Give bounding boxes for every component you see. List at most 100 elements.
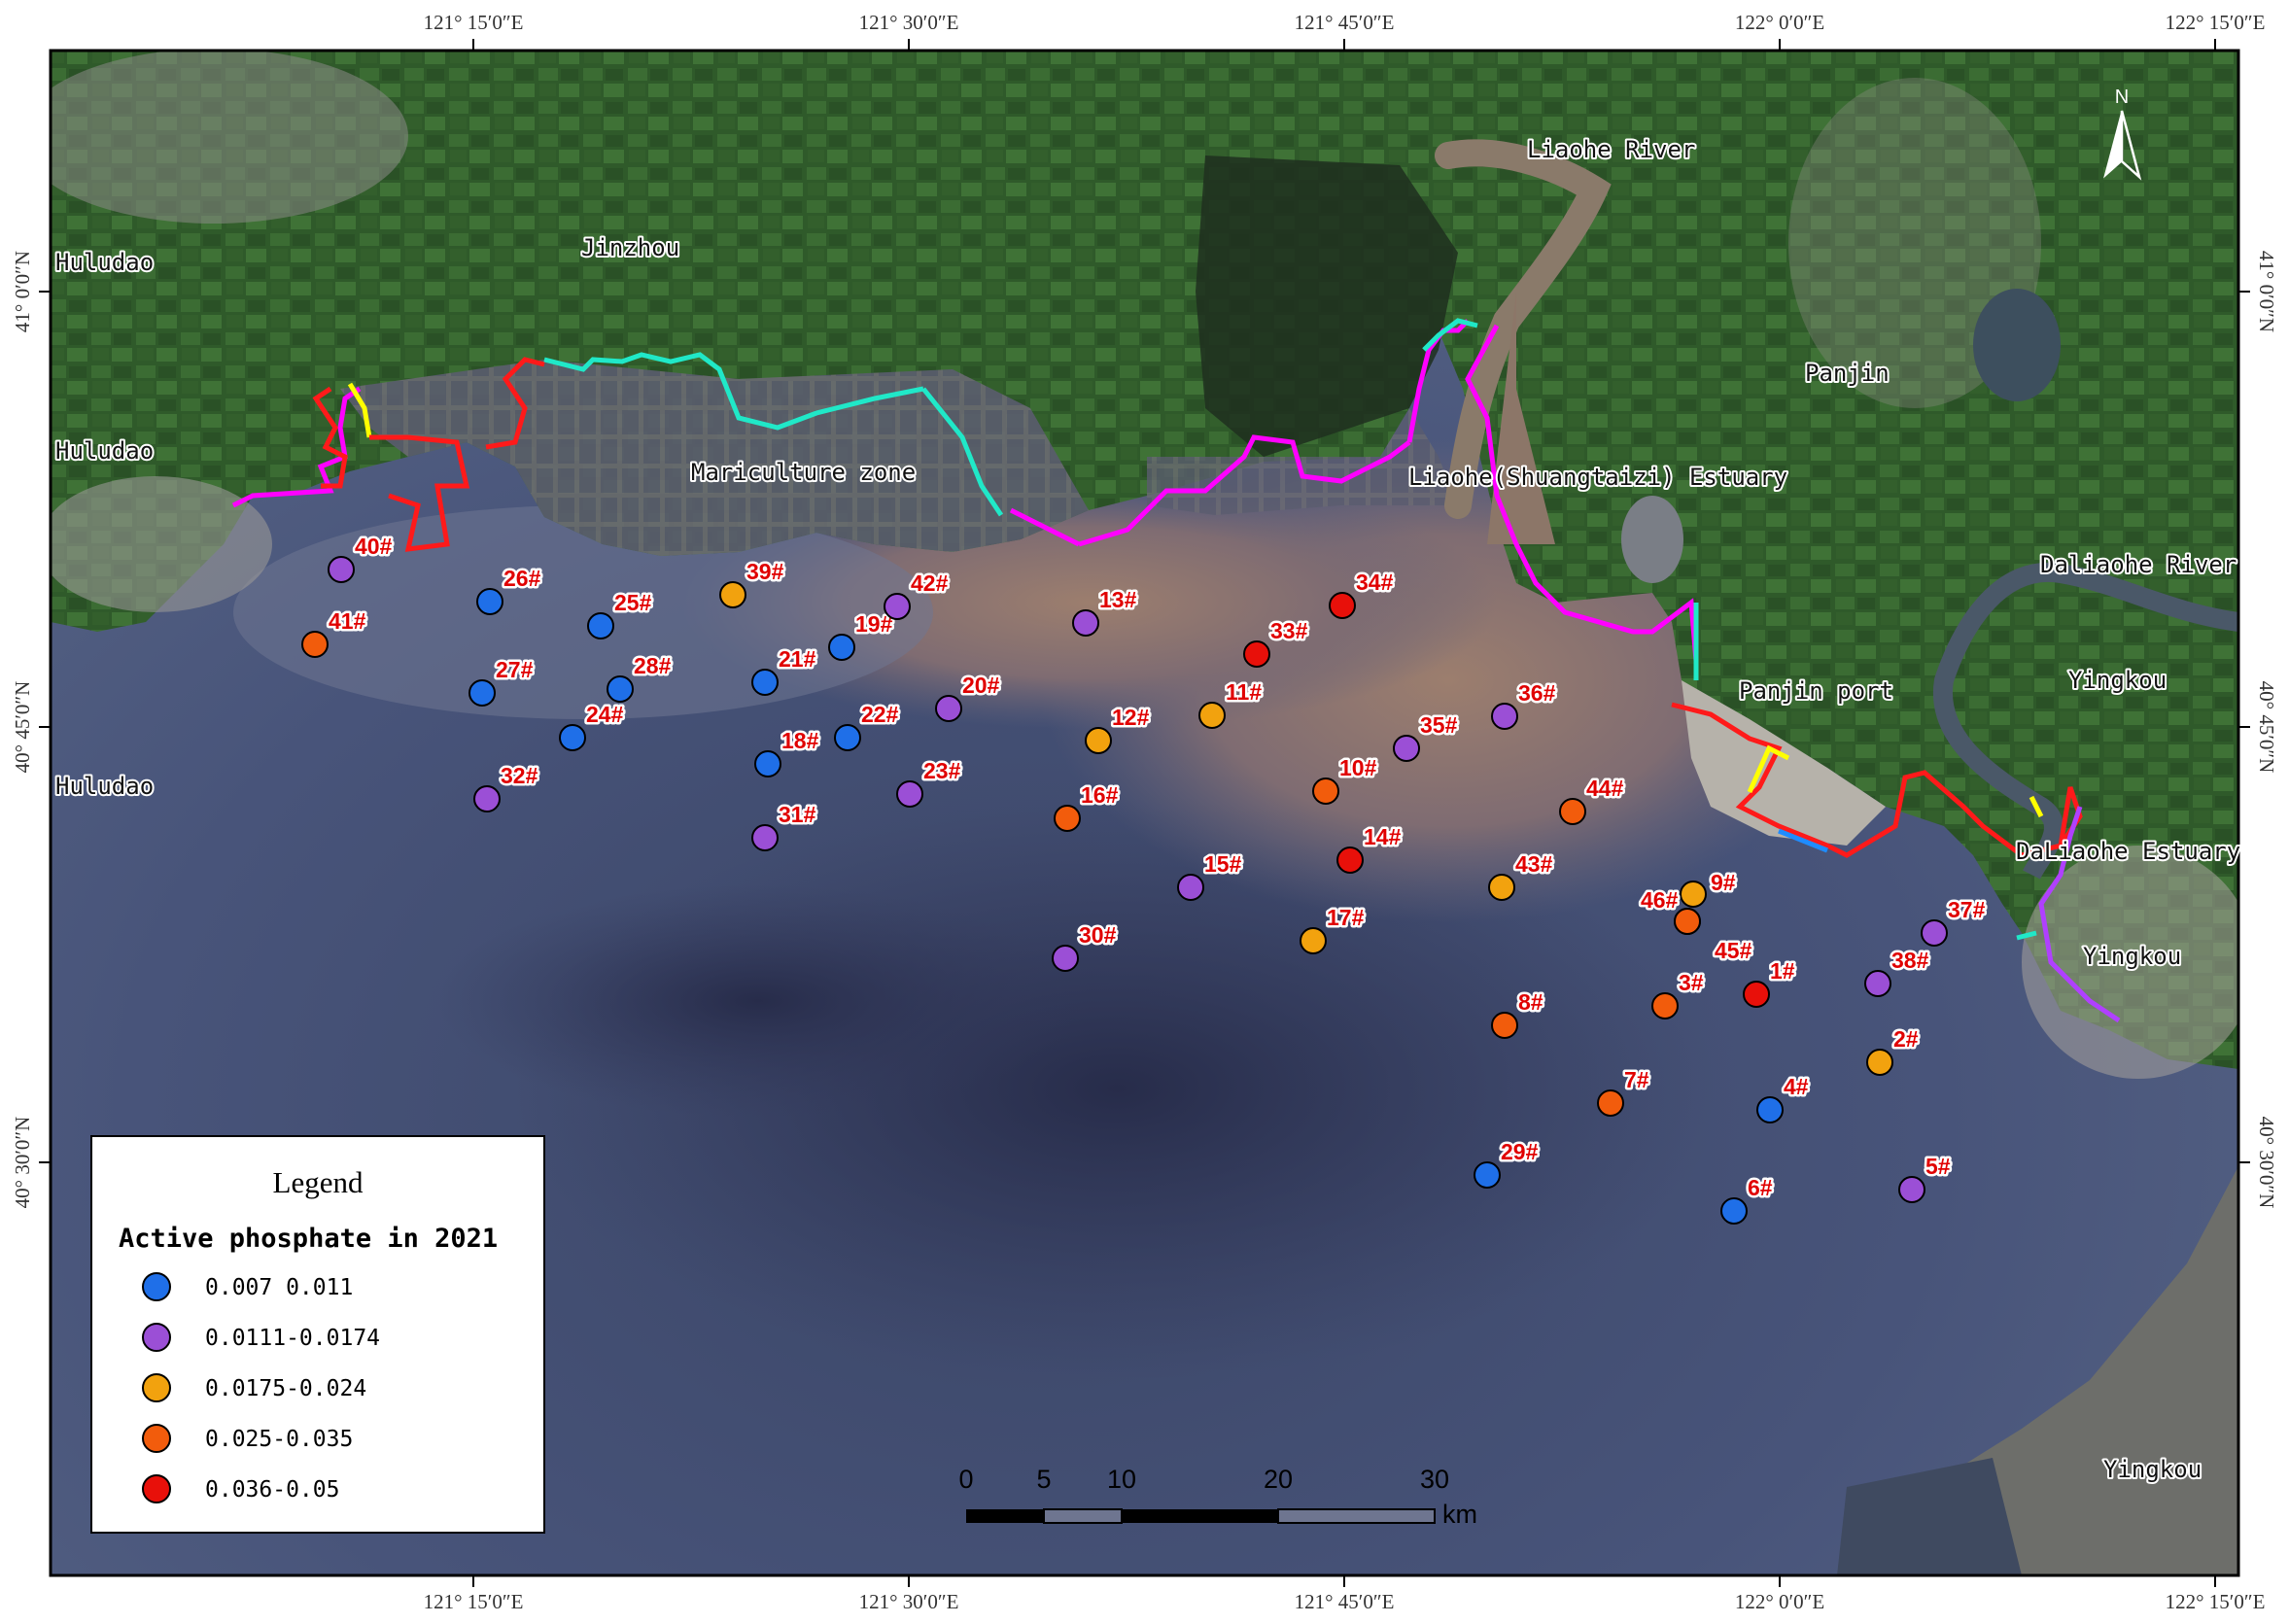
coastline-seg-cyan-3 bbox=[1422, 318, 1478, 352]
station-marker-26 bbox=[476, 588, 503, 615]
yingkou-harbour bbox=[1837, 1458, 2022, 1575]
station-marker-29 bbox=[1474, 1161, 1501, 1189]
legend-title: Legend bbox=[273, 1165, 364, 1199]
lat-label-left: 40° 30′0″N bbox=[11, 1117, 34, 1209]
station-label: 43# bbox=[1515, 851, 1553, 877]
station-marker-27 bbox=[468, 679, 496, 707]
place-label-mariculture-zone: Mariculture zone bbox=[691, 459, 916, 486]
coastline-seg-red-3 bbox=[485, 357, 545, 450]
scale-tick-label: 0 bbox=[958, 1465, 973, 1494]
station-label: 44# bbox=[1586, 776, 1624, 801]
station-label: 14# bbox=[1364, 824, 1402, 849]
station-marker-18 bbox=[754, 750, 781, 777]
legend-item-label: 0.025-0.035 bbox=[205, 1427, 353, 1452]
place-label-liaohe-river: Liaohe River bbox=[1527, 136, 1695, 163]
station-marker-8 bbox=[1491, 1012, 1518, 1039]
station-label: 45# bbox=[1715, 938, 1752, 963]
station-marker-44 bbox=[1559, 798, 1586, 825]
lon-label-bottom: 121° 30′0″E bbox=[859, 1590, 959, 1613]
place-label-liaohe-estuary: Liaohe(Shuangtaizi) Estuary bbox=[1408, 464, 1787, 491]
scale-bar: 0 5 10 20 30 km bbox=[958, 1465, 1477, 1529]
station-label: 30# bbox=[1079, 922, 1117, 948]
station-marker-4 bbox=[1756, 1096, 1784, 1123]
station-label: 8# bbox=[1518, 989, 1543, 1015]
jinzhou-urban bbox=[51, 51, 408, 224]
legend-item-label: 0.036-0.05 bbox=[205, 1477, 339, 1503]
station-marker-36 bbox=[1491, 703, 1518, 730]
legend: Legend Active phosphate in 2021 0.007 0.… bbox=[90, 1135, 545, 1534]
lon-label-top: 121° 45′0″E bbox=[1295, 11, 1395, 34]
station-label: 37# bbox=[1948, 897, 1986, 922]
place-labels: Huludao Huludao Huludao Jinzhou Maricult… bbox=[53, 134, 2242, 1485]
station-marker-30 bbox=[1052, 945, 1079, 972]
scale-bar-segment bbox=[1043, 1508, 1123, 1524]
station-marker-46 bbox=[1674, 908, 1701, 935]
station-label: 42# bbox=[911, 570, 949, 596]
legend-swatch bbox=[142, 1272, 171, 1301]
station-marker-12 bbox=[1085, 727, 1112, 754]
legend-swatch bbox=[142, 1323, 171, 1352]
station-marker-35 bbox=[1393, 735, 1420, 762]
scale-bar-segment bbox=[1277, 1508, 1436, 1524]
station-label: 17# bbox=[1327, 905, 1365, 930]
place-label-huludao: Huludao bbox=[55, 437, 154, 465]
coastline-seg-purple-1 bbox=[2038, 806, 2121, 1023]
station-marker-38 bbox=[1864, 970, 1891, 997]
place-label-yingkou: Yingkou bbox=[2103, 1456, 2202, 1483]
daliaohe-river-channel bbox=[1932, 562, 2238, 880]
station-label: 32# bbox=[501, 763, 538, 788]
station-label: 2# bbox=[1893, 1026, 1919, 1052]
lon-label-top: 121° 15′0″E bbox=[424, 11, 524, 34]
lat-label-right: 40° 30′0″N bbox=[2255, 1117, 2278, 1209]
lon-label-bottom: 122° 0′0″E bbox=[1735, 1590, 1824, 1613]
place-label-panjin: Panjin bbox=[1805, 360, 1890, 387]
coastline-seg-yellow-1 bbox=[347, 382, 372, 438]
legend-swatch bbox=[142, 1474, 171, 1503]
estuary-ponds bbox=[1147, 408, 1458, 515]
station-label: 15# bbox=[1204, 851, 1242, 877]
coastline-seg-magenta-1 bbox=[231, 386, 362, 508]
coastline-seg-yellow-3 bbox=[2029, 795, 2044, 818]
graticule-labels: 121° 15′0″E 121° 30′0″E 121° 45′0″E 122°… bbox=[11, 11, 2278, 1613]
station-label: 22# bbox=[861, 702, 899, 727]
station-label: 18# bbox=[781, 728, 819, 753]
station-marker-22 bbox=[834, 724, 861, 751]
station-label: 20# bbox=[962, 673, 1000, 698]
station-marker-32 bbox=[473, 785, 501, 812]
station-marker-6 bbox=[1720, 1197, 1748, 1225]
nearshore-water bbox=[233, 505, 933, 719]
station-label: 29# bbox=[1501, 1139, 1539, 1164]
station-marker-13 bbox=[1072, 609, 1099, 637]
station-label: 34# bbox=[1356, 570, 1394, 595]
station-marker-33 bbox=[1243, 640, 1270, 668]
station-label: 41# bbox=[329, 608, 366, 634]
dark-water-patch-west bbox=[437, 884, 1079, 1118]
station-marker-37 bbox=[1921, 919, 1948, 947]
liaohe-estuary-mouth bbox=[1487, 292, 1555, 544]
station-label: 46# bbox=[1641, 887, 1679, 913]
station-marker-42 bbox=[884, 593, 911, 620]
place-label-panjin-port: Panjin port bbox=[1739, 677, 1893, 705]
station-marker-1 bbox=[1743, 981, 1770, 1008]
panjin-port-land bbox=[1682, 680, 1886, 846]
station-marker-25 bbox=[587, 612, 614, 639]
station-marker-3 bbox=[1651, 992, 1679, 1019]
lon-label-bottom: 121° 15′0″E bbox=[424, 1590, 524, 1613]
yingkou-urban bbox=[2022, 846, 2238, 1079]
lon-label-bottom: 122° 15′0″E bbox=[2166, 1590, 2266, 1613]
station-marker-9 bbox=[1680, 881, 1707, 908]
legend-swatch bbox=[142, 1373, 171, 1402]
station-label: 12# bbox=[1112, 705, 1150, 730]
station-label: 5# bbox=[1925, 1154, 1951, 1179]
lon-label-top: 121° 30′0″E bbox=[859, 11, 959, 34]
coastline-seg-red-1 bbox=[312, 386, 348, 489]
legend-subtitle: Active phosphate in 2021 bbox=[119, 1224, 498, 1254]
station-marker-34 bbox=[1329, 592, 1356, 619]
coastline-seg-cyan-2 bbox=[921, 387, 1004, 517]
station-label: 40# bbox=[355, 534, 393, 559]
station-label: 6# bbox=[1748, 1175, 1773, 1200]
legend-item-label: 0.007 0.011 bbox=[205, 1275, 353, 1300]
coastline-seg-red-2 bbox=[369, 434, 470, 552]
scale-tick-label: 5 bbox=[1036, 1465, 1051, 1494]
place-label-yingkou: Yingkou bbox=[2068, 667, 2167, 694]
